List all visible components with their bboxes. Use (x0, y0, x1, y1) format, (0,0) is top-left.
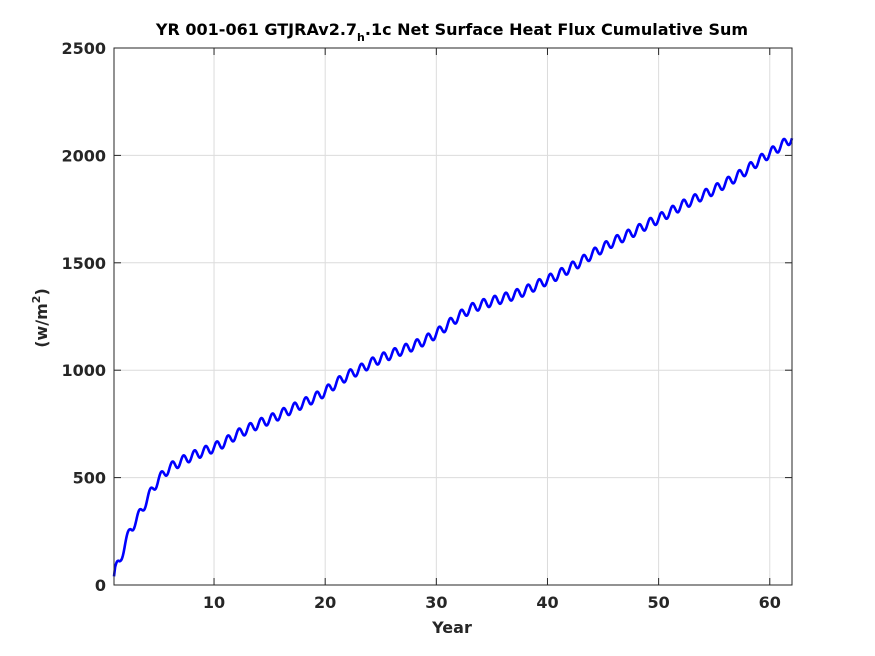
y-tick-label: 0 (95, 576, 106, 595)
series-group (112, 137, 794, 577)
y-tick-label: 2000 (61, 146, 106, 165)
y-tick-label: 1000 (61, 361, 106, 380)
x-tick-label: 20 (314, 593, 336, 612)
y-tick-label: 1500 (61, 254, 106, 273)
y-tick-label: 2500 (61, 39, 106, 58)
series-line (112, 137, 794, 577)
x-tick-label: 10 (203, 593, 225, 612)
y-tick-label: 500 (73, 469, 106, 488)
x-axis-label: Year (431, 618, 472, 637)
grid (114, 48, 792, 585)
x-tick-label: 30 (425, 593, 447, 612)
x-tick-label: 60 (759, 593, 781, 612)
axes-frame (113, 47, 793, 586)
x-tick-label: 40 (536, 593, 558, 612)
x-tick-label: 50 (647, 593, 669, 612)
x-axis: 10 20 30 40 50 60 (203, 48, 781, 612)
y-axis-label: (w/m2) (30, 288, 51, 348)
chart-title: YR 001-061 GTJRAv2.7h.1c Net Surface Hea… (155, 20, 748, 44)
y-axis: 0 500 1000 1500 2000 2500 (61, 39, 792, 595)
